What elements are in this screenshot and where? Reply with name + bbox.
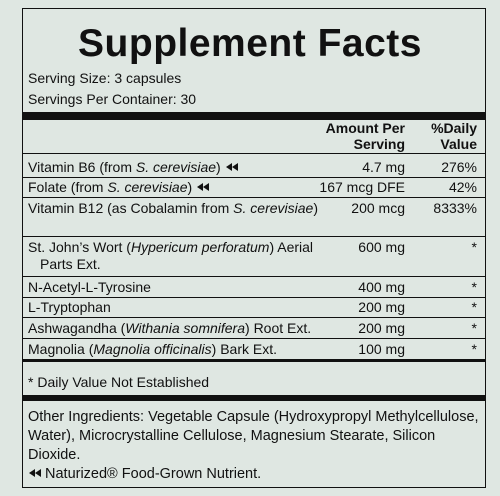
ingredient-name: Vitamin B12 (as Cobalamin from S. cerevi… <box>28 200 330 217</box>
footnote: * Daily Value Not Established <box>28 374 210 390</box>
column-header: %Daily Value <box>431 120 477 152</box>
naturized-note: Naturized® Food-Grown Nutrient. <box>45 466 262 482</box>
name-part: ) Aerial Parts Ext. <box>40 239 314 272</box>
name-part: ) Root Ext. <box>245 320 312 336</box>
other-ingredients-block: Other Ingredients: Vegetable Capsule (Hy… <box>28 408 483 484</box>
thick-bar <box>23 395 485 401</box>
other-ingredients: Other Ingredients: Vegetable Capsule (Hy… <box>28 409 479 463</box>
daily-value: * <box>471 239 477 255</box>
daily-value: 8333% <box>433 200 477 216</box>
ingredient-name: St. John’s Wort (Hypericum perforatum) A… <box>28 239 330 273</box>
name-part: Vitamin B6 (from <box>28 159 136 175</box>
name-part: Magnolia ( <box>28 341 94 357</box>
naturized-icon <box>225 163 238 172</box>
rule <box>23 197 485 198</box>
name-part: N-Acetyl-L-Tyrosine <box>28 279 151 295</box>
amount: 200 mcg <box>351 200 405 216</box>
name-part: S. cerevisiae <box>107 179 188 195</box>
name-part: ) Bark Ext. <box>211 341 278 357</box>
serving-size: Serving Size: 3 capsules <box>28 70 182 86</box>
daily-value: * <box>471 341 477 357</box>
title: Supplement Facts <box>78 22 422 65</box>
amount: 200 mg <box>358 320 405 336</box>
naturized-icon <box>29 469 41 478</box>
rule <box>23 153 485 154</box>
ingredient-name: Folate (from S. cerevisiae) <box>28 179 330 196</box>
name-part: ) <box>187 179 193 195</box>
ingredient-name: Magnolia (Magnolia officinalis) Bark Ext… <box>28 341 330 358</box>
ingredient-name: L-Tryptophan <box>28 299 330 316</box>
naturized-icon <box>197 183 210 192</box>
name-part: S. cerevisiae <box>135 159 217 175</box>
name-part: St. John’s Wort ( <box>28 239 131 255</box>
name-part: Ashwagandha ( <box>28 320 126 336</box>
servings-per-container: Servings Per Container: 30 <box>28 91 197 107</box>
daily-value: 276% <box>441 159 477 175</box>
ingredient-name: N-Acetyl-L-Tyrosine <box>28 279 330 296</box>
label-border <box>22 8 486 488</box>
name-part: ) <box>313 200 318 216</box>
naturized-note-line: Naturized® Food-Grown Nutrient. <box>28 465 483 484</box>
amount: 400 mg <box>358 279 405 295</box>
daily-value: 42% <box>448 179 477 195</box>
name-part: Vitamin B12 (as Cobalamin from <box>28 200 234 216</box>
rule <box>23 338 485 339</box>
amount: 167 mcg DFE <box>319 179 405 195</box>
name-part: Withania somnifera <box>125 320 246 336</box>
daily-value: * <box>471 279 477 295</box>
ingredient-name: Ashwagandha (Withania somnifera) Root Ex… <box>28 320 330 337</box>
daily-value: * <box>471 299 477 315</box>
name-part: ) <box>216 159 221 175</box>
rule <box>23 276 485 277</box>
ingredient-name: Vitamin B6 (from S. cerevisiae) <box>28 159 330 176</box>
name-part: Hypericum perforatum <box>130 239 270 255</box>
name-part: L-Tryptophan <box>28 299 111 315</box>
daily-value: * <box>471 320 477 336</box>
thick-bar <box>23 112 485 120</box>
name-part: S. cerevisiae <box>233 200 314 216</box>
name-part: Folate (from <box>28 179 108 195</box>
amount: 200 mg <box>358 299 405 315</box>
name-part: Magnolia officinalis <box>93 341 212 357</box>
amount: 600 mg <box>358 239 405 255</box>
amount: 100 mg <box>358 341 405 357</box>
rule <box>23 297 485 298</box>
rule <box>23 317 485 318</box>
rule <box>23 236 485 237</box>
amount: 4.7 mg <box>362 159 405 175</box>
bar <box>23 359 485 362</box>
column-header: Amount Per Serving <box>325 120 405 152</box>
rule <box>23 177 485 178</box>
